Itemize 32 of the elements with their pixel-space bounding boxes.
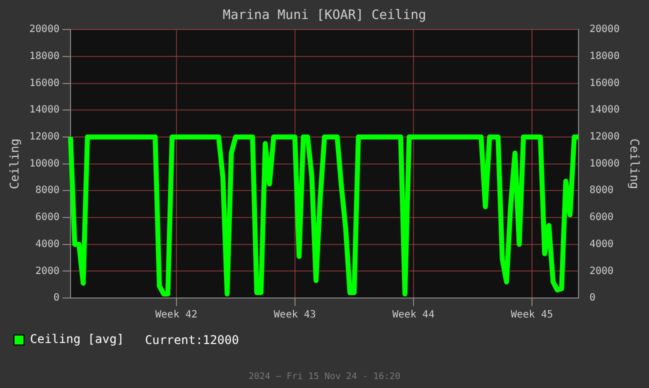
y2-tick-label: 12000 [589,132,620,143]
x-tick-label: Week 45 [510,310,554,321]
y-tick-label: 18000 [29,51,60,62]
y2-tick-label: 6000 [589,212,614,224]
chart-title: Marina Muni [KOAR] Ceiling [222,8,426,24]
y2-tick-label: 8000 [589,185,614,196]
text: Current:12000 [145,333,239,347]
y2-tick-label: 16000 [589,78,620,89]
y-tick-label: 14000 [29,104,60,116]
y-tick-label: 10000 [29,158,60,170]
y-tick-label: 0 [53,292,60,304]
y-axis-title: Ceiling [7,138,22,190]
x-tick-label: Week 42 [155,310,198,321]
y-tick-label: 4000 [35,238,60,250]
x-tick-label: Week 44 [392,310,434,321]
y-tick-label: 2000 [35,266,60,277]
legend-label: Ceiling [avg] [30,332,124,346]
y-tick-label: 6000 [35,212,60,224]
y2-tick-label: 4000 [589,238,614,250]
y2-tick-label: 20000 [589,24,620,36]
y2-tick-label: 10000 [589,158,620,170]
y-tick-label: 16000 [29,78,60,89]
text: 2024 — Fri 15 Nov 24 - 16:20 [248,372,402,382]
y2-tick-label: 18000 [589,51,620,62]
y-tick-label: 12000 [29,132,60,143]
x-tick-label: Week 43 [274,310,316,321]
y2-tick-label: 14000 [589,104,620,116]
y-tick-label: 8000 [35,185,60,196]
y-tick-label: 20000 [29,24,60,36]
y2-tick-label: 0 [589,292,596,304]
y2-axis-title: Ceiling [628,138,642,190]
y2-tick-label: 2000 [589,266,614,277]
